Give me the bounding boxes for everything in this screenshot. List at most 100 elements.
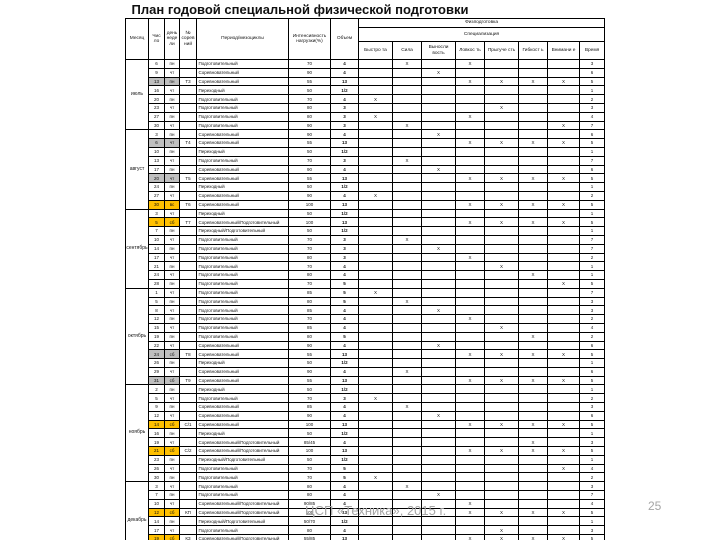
- date-cell: 30: [148, 472, 165, 483]
- quality-mark-cell-3: [421, 138, 456, 148]
- quality-mark-cell-5: [484, 129, 519, 140]
- quality-mark-cell-4: [455, 261, 485, 272]
- volume-cell: 13: [330, 173, 359, 184]
- volume-cell: 3: [330, 111, 359, 122]
- quality-mark-cell-5: X: [484, 199, 519, 210]
- quality-mark-cell-6: [518, 190, 548, 201]
- competition-code-cell: [179, 322, 197, 333]
- volume-cell: 13: [330, 375, 359, 386]
- plan-row: 17 чт Подготовительный 80 4 X 3: [126, 525, 606, 536]
- intensity-cell: 80: [288, 525, 331, 536]
- quality-mark-cell-3: X: [421, 340, 456, 351]
- quality-mark-cell-1: [358, 261, 393, 272]
- quality-mark-cell-1: [358, 234, 393, 245]
- quality-mark-cell-4: [455, 463, 485, 474]
- quality-mark-cell-7: X: [547, 76, 580, 87]
- quality-mark-cell-6: [518, 314, 548, 324]
- period-column-header: Период/мезоциклы: [196, 18, 289, 60]
- quality-mark-cell-6: [518, 358, 548, 368]
- intensity-cell: 70: [288, 472, 331, 483]
- quality-mark-cell-4: [455, 190, 485, 201]
- quality-mark-cell-3: X: [421, 67, 456, 78]
- plan-row: 19 чт Соревновательный/Подготовительный 85/…: [126, 437, 606, 448]
- quality-mark-cell-3: [421, 199, 456, 210]
- quality-mark-cell-6: [518, 384, 548, 395]
- period-cell: Подготовительный: [196, 481, 289, 492]
- time-cell: 7: [578, 287, 606, 298]
- quality-mark-cell-5: [484, 410, 519, 421]
- training-plan-table: Месяц Чис ло день неде ли № сорев ний Пе…: [125, 18, 606, 540]
- date-cell: 19: [148, 534, 165, 540]
- quality-mark-cell-5: X: [484, 525, 519, 536]
- weekday-cell: чт: [164, 138, 180, 148]
- quality-mark-cell-7: [547, 182, 580, 192]
- quality-mark-cell-7: [547, 498, 580, 509]
- quality-mark-cell-7: [547, 402, 580, 412]
- competition-code-cell: [179, 59, 197, 69]
- period-cell: Соревновательный/Подготовительный: [196, 534, 289, 540]
- plan-row: 5 сб Т7 Соревновательный/Подготовительный 10…: [126, 217, 606, 228]
- period-cell: Подготовительный: [196, 120, 289, 131]
- time-cell: 2: [578, 190, 606, 201]
- volume-cell: 3: [330, 243, 359, 254]
- intensity-cell: 70: [288, 278, 331, 289]
- date-column-header: Чис ло: [148, 18, 165, 60]
- quality-mark-cell-4: [455, 182, 485, 192]
- quality-mark-cell-2: [392, 331, 422, 342]
- weekday-cell: пн: [164, 278, 180, 289]
- time-cell: 2: [578, 94, 606, 104]
- competition-code-cell: [179, 384, 197, 395]
- plan-row: 23 чт Подготовительный 80 3 X 3: [126, 102, 606, 113]
- intensity-cell: 70: [288, 243, 331, 254]
- quality-mark-cell-2: X: [392, 155, 422, 166]
- date-cell: 24: [148, 349, 165, 360]
- plan-row: 10 пн Переходный 50 1/2 1: [126, 146, 606, 157]
- quality-mark-cell-5: X: [484, 76, 519, 87]
- period-cell: Переходный/Подготовительный: [196, 516, 289, 527]
- quality-mark-cell-2: [392, 146, 422, 157]
- competition-code-cell: [179, 305, 197, 316]
- quality-mark-cell-3: [421, 331, 456, 342]
- competition-code-cell: Т6: [179, 199, 197, 210]
- date-cell: 23: [148, 454, 165, 465]
- competition-code-cell: [179, 155, 197, 166]
- competition-code-cell: [179, 331, 197, 342]
- plan-row: 12 чт Соревновательный 90 4 X 6: [126, 410, 606, 421]
- intensity-cell: 80: [288, 252, 331, 263]
- date-cell: 19: [148, 331, 165, 342]
- quality-mark-cell-5: X: [484, 138, 519, 148]
- quality-mark-cell-4: [455, 525, 485, 536]
- competition-code-cell: [179, 146, 197, 157]
- quality-mark-cell-7: [547, 437, 580, 448]
- intensity-cell: 50: [288, 358, 331, 368]
- plan-row: 9 пн Соревновательный 85 4 X 3: [126, 402, 606, 412]
- quality-mark-cell-6: [518, 340, 548, 351]
- quality-mark-cell-2: [392, 446, 422, 456]
- quality-mark-cell-2: [392, 314, 422, 324]
- quality-mark-cell-6: [518, 146, 548, 157]
- quality-mark-cell-5: [484, 402, 519, 412]
- quality-mark-cell-3: [421, 402, 456, 412]
- quality-mark-cell-7: [547, 261, 580, 272]
- period-cell: Переходный: [196, 384, 289, 395]
- intensity-cell: 50: [288, 226, 331, 236]
- quality-mark-cell-3: [421, 85, 456, 96]
- quality-mark-cell-7: [547, 525, 580, 536]
- weekday-cell: вс: [164, 199, 180, 210]
- quality-mark-cell-5: X: [484, 419, 519, 430]
- quality-mark-cell-2: [392, 490, 422, 500]
- quality-mark-cell-3: [421, 446, 456, 456]
- quality-mark-cell-3: [421, 296, 456, 307]
- quality-mark-cell-3: [421, 252, 456, 263]
- plan-row: 30 чт Подготовительный 90 3 X X 7: [126, 120, 606, 131]
- date-cell: 5: [148, 393, 165, 404]
- quality-mark-cell-6: [518, 463, 548, 474]
- date-cell: 15: [148, 322, 165, 333]
- intensity-cell: 90: [288, 164, 331, 175]
- quality-mark-cell-3: [421, 102, 456, 113]
- quality-mark-cell-7: X: [547, 120, 580, 131]
- competition-code-cell: [179, 270, 197, 280]
- plan-row: 5 пн Подготовительный 80 5 X 3: [126, 296, 606, 307]
- quality-mark-cell-2: [392, 375, 422, 386]
- quality-mark-cell-1: [358, 199, 393, 210]
